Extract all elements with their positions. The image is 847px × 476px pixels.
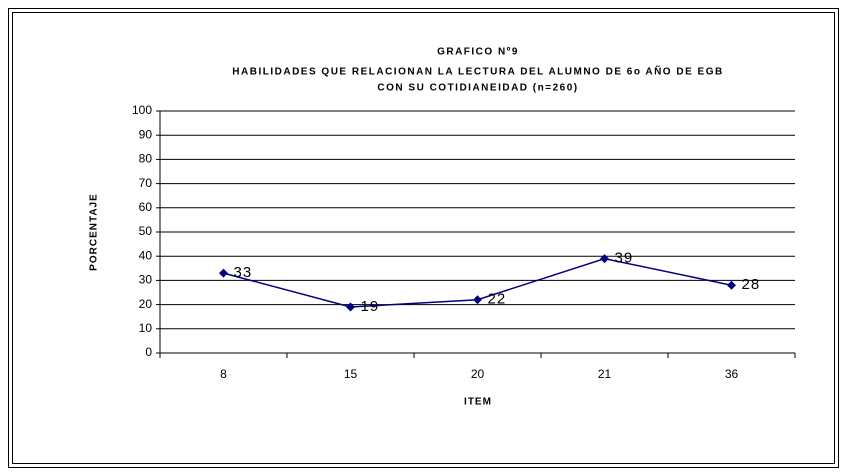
y-tick-label: 40 (139, 248, 153, 262)
y-tick-label: 60 (139, 200, 153, 214)
y-tick-label: 0 (145, 345, 152, 359)
marker (727, 280, 736, 290)
marker (600, 254, 609, 264)
y-tick-label: 80 (139, 152, 153, 166)
y-tick-label: 20 (139, 297, 153, 311)
y-tick-label: 10 (139, 321, 153, 335)
data-label: 28 (742, 276, 761, 293)
x-axis-label: ITEM (464, 397, 492, 408)
x-tick-label: 8 (220, 367, 227, 381)
marker (219, 268, 228, 278)
chart-title: GRAFICO Nº9 (437, 47, 519, 58)
y-tick-label: 90 (139, 127, 153, 141)
y-tick-label: 50 (139, 224, 153, 238)
x-tick-label: 36 (725, 367, 739, 381)
data-label: 22 (488, 291, 507, 308)
inner-frame (12, 12, 835, 464)
y-tick-label: 100 (132, 103, 152, 117)
y-axis-label: PORCENTAJE (89, 193, 100, 271)
y-tick-label: 30 (139, 273, 153, 287)
data-label: 39 (615, 250, 634, 267)
x-tick-label: 15 (344, 367, 358, 381)
marker (473, 295, 482, 305)
data-label: 19 (361, 298, 380, 315)
x-tick-label: 21 (598, 367, 612, 381)
data-label: 33 (234, 264, 253, 281)
chart-title: CON SU COTIDIANEIDAD (n=260) (377, 83, 578, 94)
y-tick-label: 70 (139, 176, 153, 190)
chart-title: HABILIDADES QUE RELACIONAN LA LECTURA DE… (232, 65, 723, 78)
x-tick-label: 20 (471, 367, 485, 381)
marker (346, 302, 355, 312)
outer-frame (8, 8, 839, 468)
